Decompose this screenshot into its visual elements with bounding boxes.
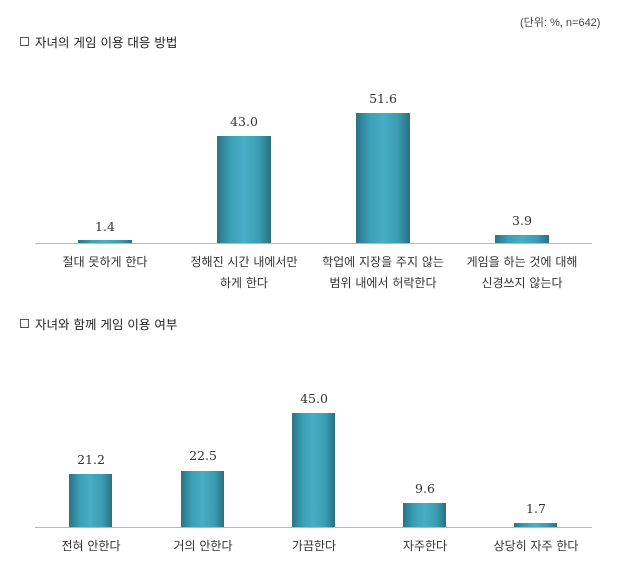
- chart1-plot: 1.4 절대 못하게 한다 43.0 정해진 시간 내에서만 하게 한다 51.…: [35, 91, 592, 290]
- chart2-label-4: 상당히 자주 한다: [493, 539, 579, 553]
- chart1-bar-0: [78, 240, 132, 243]
- chart2-bar-0: [69, 474, 112, 527]
- chart2-title-text: 자녀와 함께 게임 이용 여부: [35, 317, 178, 332]
- chart1-bar-3: [495, 235, 549, 243]
- chart2-bar-4: [514, 523, 557, 527]
- square-bullet-icon: [20, 319, 29, 328]
- chart2-bar-3: [403, 503, 446, 527]
- chart2-value-1: 22.5: [189, 448, 217, 463]
- chart2-x-axis: [35, 527, 592, 528]
- chart2-bar-2: [292, 413, 335, 527]
- unit-note: (단위: %, n=642): [520, 17, 601, 29]
- chart1-label-3: 게임을 하는 것에 대해 신경쓰지 않는다: [466, 255, 578, 290]
- chart1-value-3: 3.9: [512, 213, 532, 228]
- chart2-value-4: 1.7: [526, 501, 546, 516]
- chart2-label-2: 가끔한다: [291, 539, 337, 553]
- chart2-title: 자녀와 함께 게임 이용 여부: [20, 314, 177, 333]
- chart1-value-2: 51.6: [369, 91, 397, 106]
- chart2-bar-1: [181, 471, 224, 527]
- chart2-label-0: 전혀 안한다: [61, 539, 121, 553]
- chart2-value-3: 9.6: [415, 481, 435, 496]
- chart1-label-1: 정해진 시간 내에서만 하게 한다: [190, 255, 298, 290]
- chart2-value-2: 45.0: [300, 391, 328, 406]
- chart2-label-1: 거의 안한다: [173, 539, 233, 553]
- chart1-x-axis: [35, 243, 592, 244]
- chart1-label-2: 학업에 지장을 주지 않는 범위 내에서 허락한다: [322, 255, 444, 290]
- chart1-bar-1: [217, 136, 271, 243]
- chart1-title: 자녀의 게임 이용 대응 방법: [20, 32, 177, 51]
- chart2-label-3: 자주한다: [402, 539, 448, 553]
- chart1-label-0: 절대 못하게 한다: [62, 255, 148, 269]
- square-bullet-icon: [20, 37, 29, 46]
- chart1-title-text: 자녀의 게임 이용 대응 방법: [35, 35, 178, 50]
- chart2-value-0: 21.2: [77, 452, 105, 467]
- chart1-value-1: 43.0: [230, 114, 258, 129]
- chart1-bar-2: [356, 113, 410, 243]
- chart1-value-0: 1.4: [95, 219, 115, 234]
